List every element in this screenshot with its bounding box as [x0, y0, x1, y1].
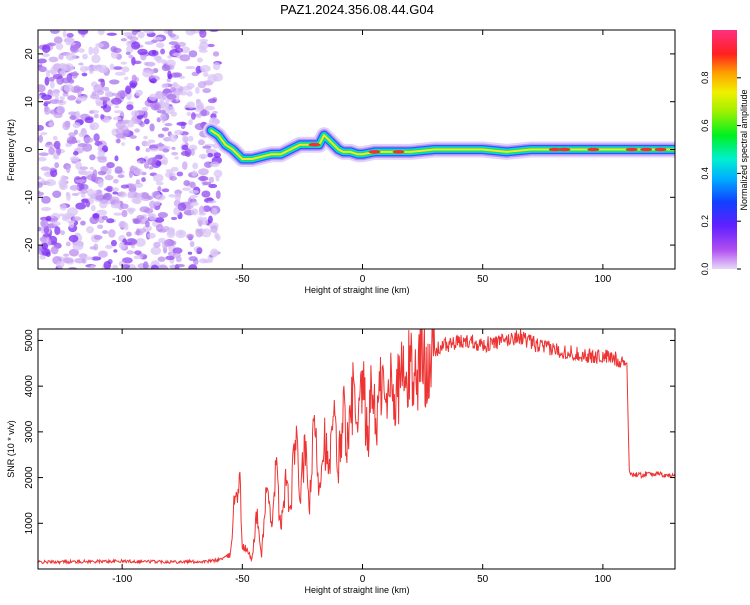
colorbar-tick-label: 0.8 [700, 72, 710, 85]
figure-title: PAZ1.2024.356.08.44.G04 [280, 2, 434, 17]
ridge-peak [308, 142, 321, 147]
ridge-peak [558, 147, 571, 152]
snr-xtick-label: -50 [235, 574, 250, 585]
spec-ytick-label: -10 [24, 190, 35, 205]
ridge-peak [392, 150, 405, 154]
ridge-peak [587, 147, 600, 152]
spec-ytick-label: 0 [24, 146, 35, 152]
colorbar: 0.0 0.2 0.4 0.6 0.8 Normalized spectral ampl… [700, 30, 749, 275]
spec-ytick-label: 10 [24, 96, 35, 108]
spec-xtick-label: 50 [477, 274, 489, 285]
colorbar-gradient [712, 30, 737, 269]
spec-xtick-label: -100 [112, 274, 132, 285]
spec-xtick-label: 0 [360, 274, 366, 285]
spectrogram-ylabel: Frequency (Hz) [6, 119, 16, 181]
snr-xtick-label: 0 [360, 574, 366, 585]
snr-xtick-label: 100 [595, 574, 612, 585]
colorbar-tick-label: 0.4 [700, 167, 710, 180]
ridge-peak [640, 147, 653, 152]
ridge-peak [654, 147, 667, 152]
colorbar-tick-label: 0.2 [700, 215, 710, 228]
snr-ytick-label: 3000 [24, 420, 35, 443]
snr-ylabel: SNR (10 * v/v) [6, 420, 16, 478]
spec-xtick-label: 100 [595, 274, 612, 285]
colorbar-tick-label: 0.0 [700, 263, 710, 276]
snr-xtick-label: -100 [112, 574, 132, 585]
snr-ytick-label: 5000 [24, 329, 35, 352]
snr-ytick-label: 1000 [24, 512, 35, 535]
snr-xtick-label: 50 [477, 574, 489, 585]
ridge-core [210, 129, 675, 161]
snr-ytick-label: 4000 [24, 375, 35, 398]
colorbar-tick-label: 0.6 [700, 119, 710, 132]
snr-panel: -100 -50 0 50 100 1000 2000 3000 4000 5000 Height… [6, 328, 676, 595]
ridge-peak [548, 147, 561, 152]
colorbar-label: Normalized spectral amplitude [739, 89, 749, 210]
snr-xlabel: Height of straight line (km) [304, 585, 409, 595]
spec-ytick-label: -20 [24, 237, 35, 252]
snr-ytick-label: 2000 [24, 466, 35, 489]
snr-frame [37, 328, 676, 570]
noise-speckle [38, 30, 224, 269]
snr-line [38, 329, 675, 566]
ridge-peak [625, 147, 638, 152]
ridge-peak [368, 150, 381, 154]
spec-xtick-label: -50 [235, 274, 250, 285]
spec-ytick-label: 20 [24, 48, 35, 60]
spectrogram-xlabel: Height of straight line (km) [304, 285, 409, 295]
